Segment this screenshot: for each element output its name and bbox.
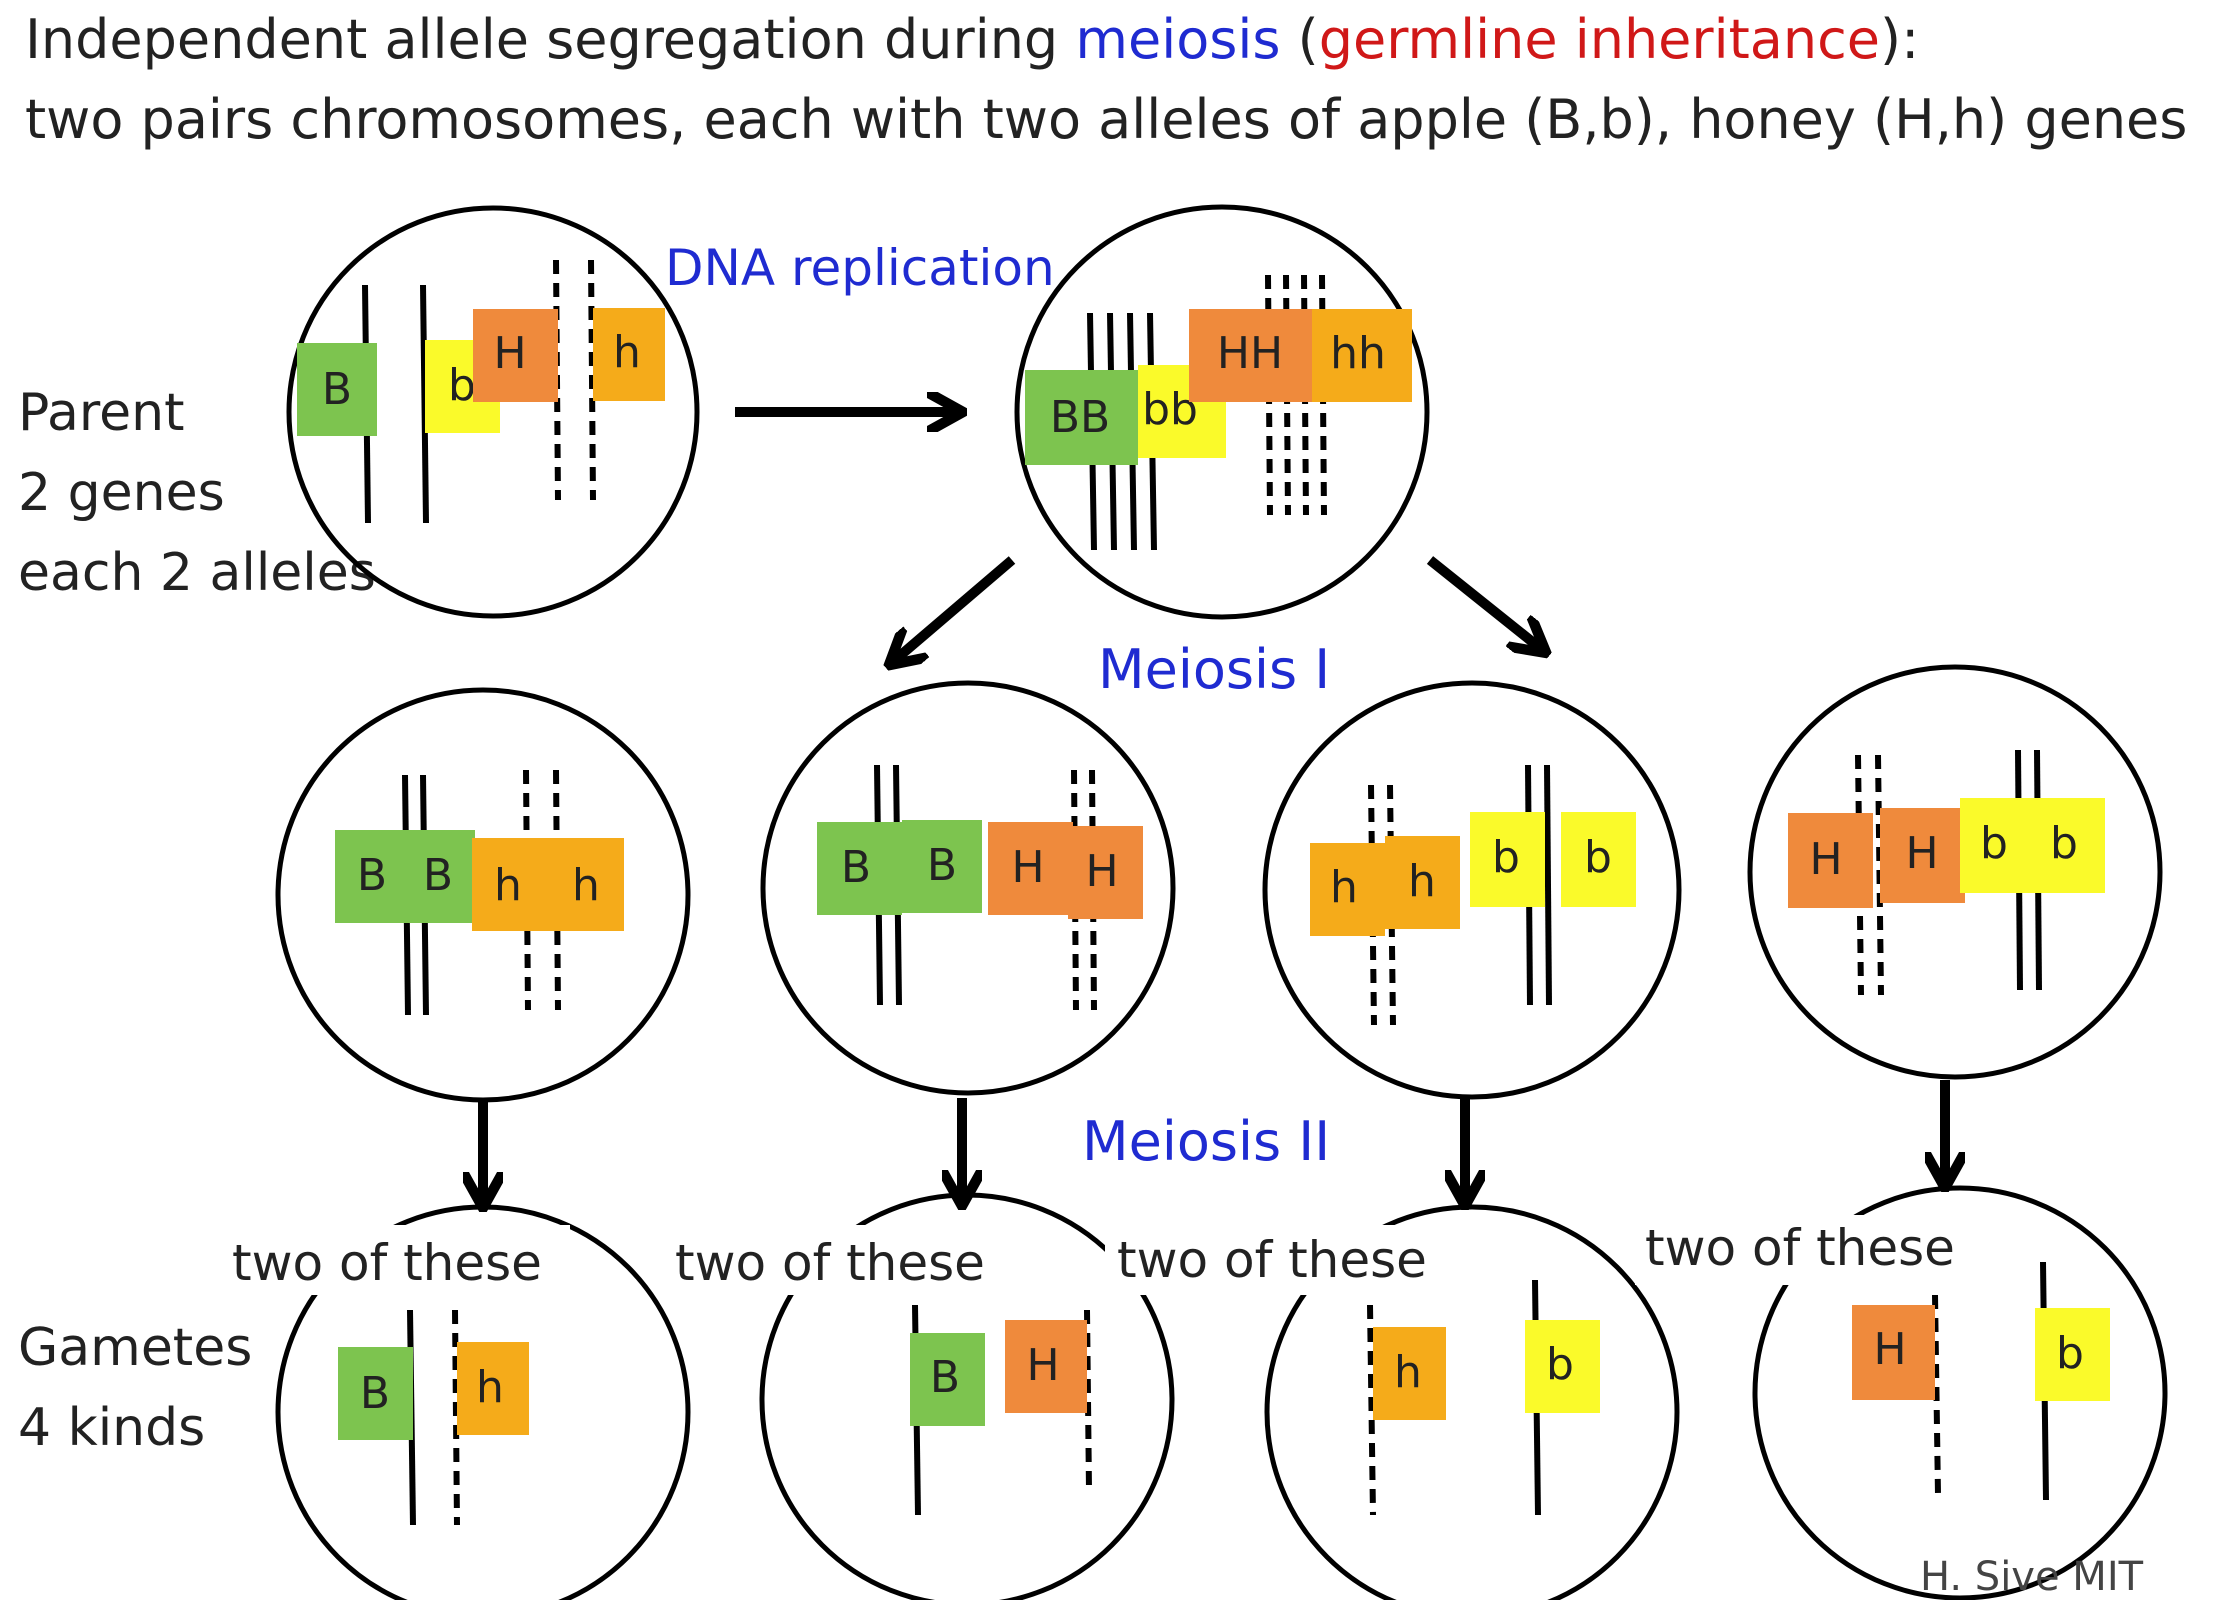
svg-text:b: b xyxy=(1546,1339,1574,1390)
gamete-cell-2-outline xyxy=(759,1192,1175,1600)
svg-text:b: b xyxy=(2056,1328,2084,1379)
credit-label: H. Sive MIT xyxy=(1920,1554,2144,1600)
title-line-1: Independent allele segregation during me… xyxy=(25,8,1919,71)
dna-replication-label: DNA replication xyxy=(665,239,1055,297)
svg-text:hh: hh xyxy=(1330,328,1386,379)
gamete-cell-4: H b xyxy=(1852,1261,2110,1501)
svg-text:b: b xyxy=(448,360,476,411)
svg-text:HH: HH xyxy=(1217,328,1283,379)
parent-label: Parent xyxy=(18,383,184,443)
meiosis-i-cell-3: h h b b xyxy=(1262,680,1682,1100)
gamete-cell-2: B H xyxy=(910,1304,1092,1516)
allele-box: h xyxy=(1310,843,1385,936)
allele-box: b xyxy=(1525,1320,1600,1413)
svg-text:b: b xyxy=(1584,832,1612,883)
svg-text:B: B xyxy=(357,850,387,901)
two-of-these-label: two of these xyxy=(1645,1219,1955,1277)
allele-box: B xyxy=(335,830,415,923)
allele-box: H xyxy=(1880,808,1965,903)
svg-text:H: H xyxy=(493,328,526,379)
svg-text:B: B xyxy=(841,842,871,893)
allele-box: h xyxy=(457,1342,529,1435)
svg-text:H: H xyxy=(1026,1340,1059,1391)
svg-text:h: h xyxy=(1394,1347,1422,1398)
gamete-cell-4-outline xyxy=(1752,1185,2168,1600)
allele-box: B xyxy=(297,343,377,436)
allele-box: b xyxy=(2030,798,2105,893)
svg-text:h: h xyxy=(1408,856,1436,907)
meiosis-i-cell-4: H H b b xyxy=(1747,664,2163,1080)
svg-text:h: h xyxy=(476,1362,504,1413)
svg-text:H: H xyxy=(1085,846,1118,897)
meiosis-i-arrow-right xyxy=(1426,556,1540,648)
allele-box: H xyxy=(1852,1305,1935,1400)
svg-text:B: B xyxy=(930,1352,960,1403)
svg-text:b: b xyxy=(1980,818,2008,869)
svg-text:H: H xyxy=(1011,842,1044,893)
allele-box: b xyxy=(1960,798,2030,893)
allele-box: b xyxy=(1561,812,1636,907)
alleles-label: each 2 alleles xyxy=(18,543,376,603)
svg-text:B: B xyxy=(360,1368,390,1419)
germline-word: germline inheritance xyxy=(1319,8,1880,71)
allele-box: B xyxy=(338,1347,413,1440)
title-line-2: two pairs chromosomes, each with two all… xyxy=(25,88,2187,151)
svg-text:h: h xyxy=(572,860,600,911)
allele-box: BB xyxy=(1025,370,1138,465)
allele-box: H xyxy=(1005,1320,1087,1413)
allele-box: h xyxy=(1385,836,1460,929)
svg-text:bb: bb xyxy=(1142,384,1198,435)
genes-label: 2 genes xyxy=(18,463,225,523)
kinds-label: 4 kinds xyxy=(18,1398,205,1458)
allele-box: HH xyxy=(1189,309,1312,402)
meiosis-i-arrow-left xyxy=(895,556,1016,660)
svg-text:BB: BB xyxy=(1050,392,1110,443)
parent-cell: B b H h xyxy=(286,205,700,619)
svg-text:b: b xyxy=(2050,818,2078,869)
meiosis-word: meiosis xyxy=(1075,8,1280,71)
svg-text:B: B xyxy=(423,850,453,901)
allele-box: b xyxy=(2035,1308,2110,1401)
gamete-cell-1-outline xyxy=(275,1204,691,1600)
meiosis-i-cell-2: B B H H xyxy=(760,680,1176,1096)
meiosis-i-label: Meiosis I xyxy=(1098,638,1330,701)
allele-box: h xyxy=(472,838,552,931)
allele-box: H xyxy=(988,822,1073,915)
allele-box: h xyxy=(552,838,624,931)
gamete-cell-1: B h xyxy=(338,1309,529,1526)
svg-text:h: h xyxy=(613,327,641,378)
svg-text:B: B xyxy=(927,840,957,891)
meiosis-ii-label: Meiosis II xyxy=(1082,1110,1330,1173)
allele-box: H xyxy=(1788,813,1873,908)
allele-box: h xyxy=(593,308,665,401)
gamete-cell-3-outline xyxy=(1264,1204,1680,1600)
two-of-these-label: two of these xyxy=(232,1234,542,1292)
svg-text:b: b xyxy=(1492,832,1520,883)
svg-text:H: H xyxy=(1809,834,1842,885)
gametes-label: Gametes xyxy=(18,1318,252,1378)
svg-text:h: h xyxy=(1330,862,1358,913)
allele-box: h xyxy=(1373,1327,1446,1420)
allele-box: H xyxy=(1068,826,1143,919)
replicated-cell: BB bb HH hh xyxy=(1014,204,1430,620)
two-of-these-label: two of these xyxy=(675,1234,985,1292)
allele-box: B xyxy=(902,820,982,913)
allele-box: hh xyxy=(1312,309,1412,402)
allele-box: B xyxy=(817,822,902,915)
allele-box: H xyxy=(473,309,558,402)
meiosis-i-cell-1: B B h h xyxy=(275,687,691,1103)
two-of-these-label: two of these xyxy=(1117,1231,1427,1289)
gamete-cell-3: h b xyxy=(1367,1279,1600,1516)
allele-box: b xyxy=(1470,812,1545,907)
allele-box: B xyxy=(910,1333,985,1426)
allele-box: B xyxy=(415,830,475,923)
svg-text:h: h xyxy=(494,860,522,911)
svg-text:B: B xyxy=(322,364,352,415)
svg-text:H: H xyxy=(1873,1324,1906,1375)
svg-text:H: H xyxy=(1905,828,1938,879)
